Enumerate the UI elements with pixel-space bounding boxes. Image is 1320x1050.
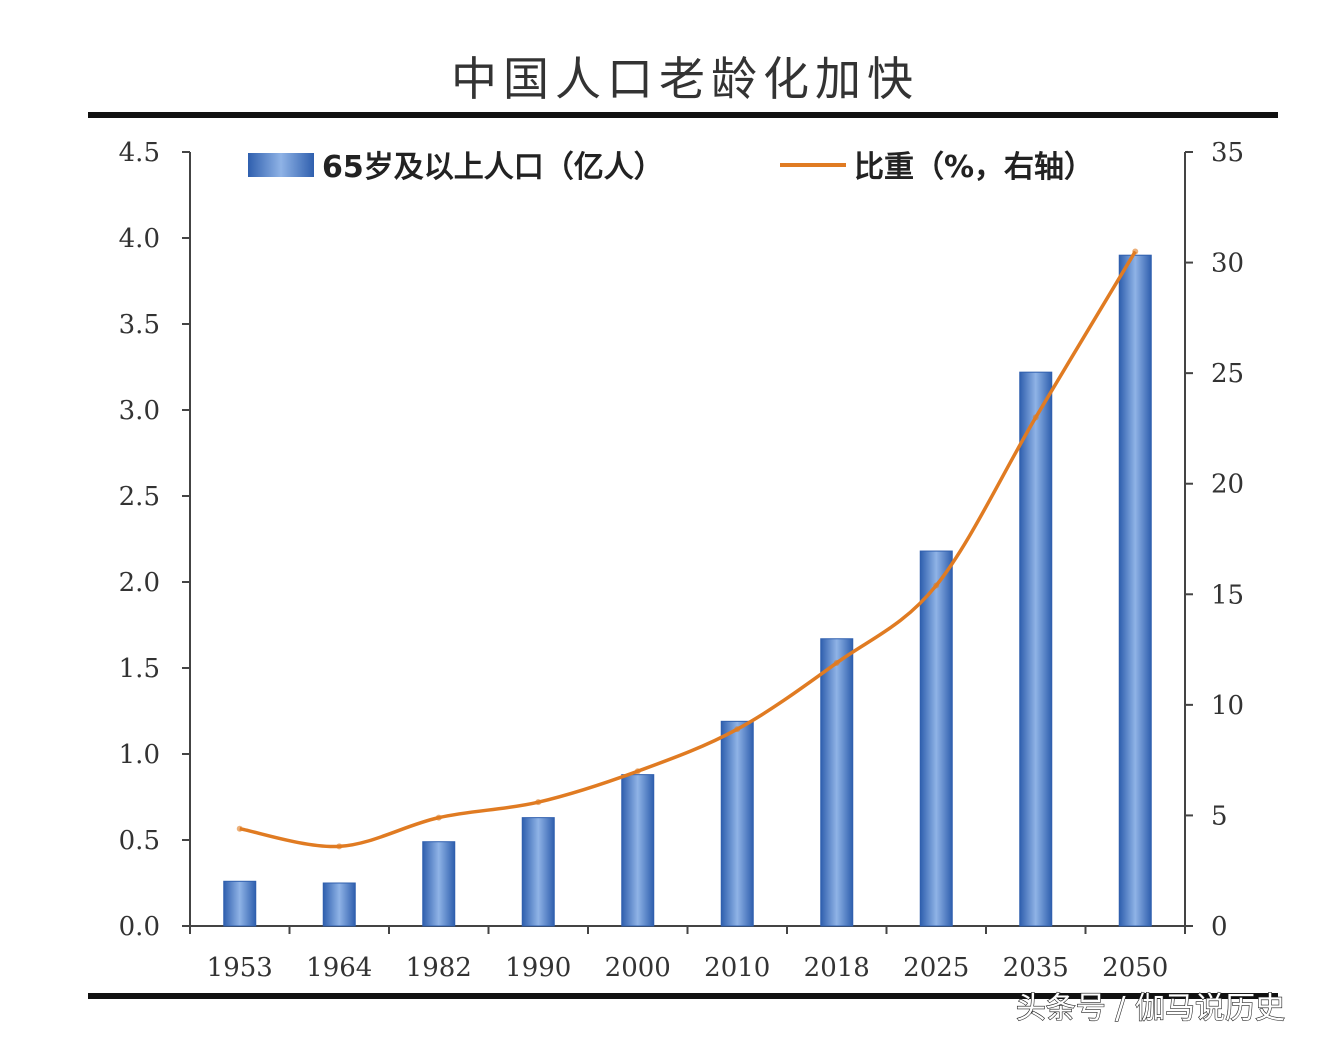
legend-bar-label: 65岁及以上人口（亿人）	[322, 150, 664, 185]
x-tick-label: 1990	[505, 953, 571, 983]
left-tick-label: 3.5	[119, 310, 160, 340]
line-point	[933, 582, 940, 589]
right-tick-label: 10	[1211, 691, 1244, 721]
line-point	[435, 814, 442, 821]
legend: 65岁及以上人口（亿人） 比重（%，右轴）	[248, 150, 1094, 185]
line-point	[833, 659, 840, 666]
bottom-rule	[88, 993, 1278, 999]
bar	[919, 550, 953, 927]
left-tick-label: 3.0	[119, 396, 160, 426]
line-point	[734, 726, 741, 733]
left-tick-label: 2.5	[119, 482, 160, 512]
bar	[621, 774, 655, 927]
bar-series	[223, 254, 1152, 927]
left-tick-label: 0.0	[119, 912, 160, 942]
line-point	[236, 825, 243, 832]
bar	[1118, 254, 1152, 927]
right-tick-label: 0	[1211, 912, 1228, 942]
x-tick-label: 2000	[605, 953, 671, 983]
axes: 0.00.51.01.52.02.53.03.54.04.50510152025…	[119, 138, 1244, 983]
bar	[422, 841, 456, 927]
line-series	[236, 248, 1139, 850]
right-tick-label: 15	[1211, 580, 1244, 610]
right-tick-label: 30	[1211, 249, 1244, 279]
line-point	[1132, 248, 1139, 255]
line-point	[634, 768, 641, 775]
legend-bar-swatch	[248, 153, 314, 177]
x-tick-label: 1953	[207, 953, 273, 983]
left-tick-label: 0.5	[119, 826, 160, 856]
x-tick-label: 1964	[306, 953, 372, 983]
right-tick-label: 20	[1211, 470, 1244, 500]
left-tick-label: 4.5	[119, 138, 160, 168]
series-line	[239, 250, 1137, 849]
bar	[521, 817, 555, 927]
x-tick-label: 2010	[704, 953, 770, 983]
bar	[1019, 371, 1053, 927]
line-point	[336, 843, 343, 850]
x-tick-label: 2050	[1102, 953, 1168, 983]
bar	[322, 882, 356, 927]
bar	[720, 720, 754, 927]
right-tick-label: 25	[1211, 359, 1244, 389]
x-tick-label: 2025	[903, 953, 969, 983]
chart-title: 中国人口老龄化加快	[451, 52, 919, 106]
watermark: 头条号 / 伽马说历史	[1016, 991, 1285, 1026]
left-tick-label: 4.0	[119, 224, 160, 254]
left-tick-label: 1.0	[119, 740, 160, 770]
bar	[223, 880, 257, 927]
top-rule	[88, 112, 1278, 118]
legend-line-label: 比重（%，右轴）	[854, 150, 1094, 185]
right-tick-label: 35	[1211, 138, 1244, 168]
left-tick-label: 2.0	[119, 568, 160, 598]
bar	[820, 638, 854, 927]
left-tick-label: 1.5	[119, 654, 160, 684]
x-tick-label: 2035	[1003, 953, 1069, 983]
x-tick-label: 2018	[804, 953, 870, 983]
line-point	[1032, 414, 1039, 421]
x-tick-label: 1982	[406, 953, 472, 983]
line-point	[535, 799, 542, 806]
right-tick-label: 5	[1211, 801, 1228, 831]
